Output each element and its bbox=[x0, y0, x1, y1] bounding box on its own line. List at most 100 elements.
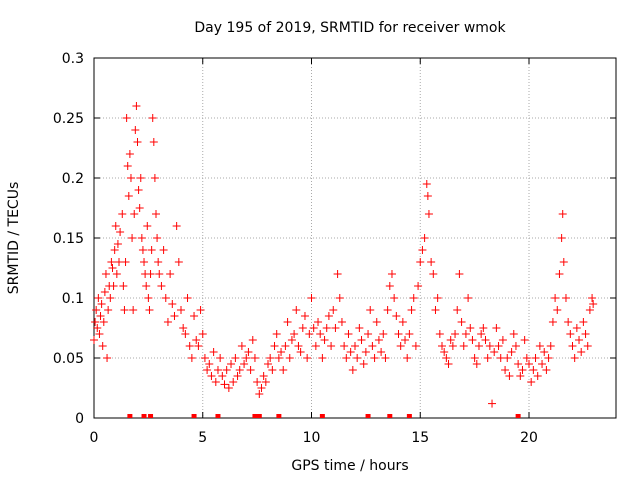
data-point bbox=[309, 324, 318, 332]
data-point bbox=[361, 348, 370, 356]
data-point bbox=[320, 336, 329, 344]
data-point bbox=[344, 330, 353, 338]
data-point bbox=[370, 354, 379, 362]
baseline-mark bbox=[252, 414, 258, 418]
data-point bbox=[248, 336, 257, 344]
data-point bbox=[342, 354, 351, 362]
baseline-mark bbox=[319, 414, 325, 418]
data-point bbox=[147, 246, 156, 254]
data-point bbox=[331, 324, 340, 332]
data-point bbox=[218, 372, 227, 380]
data-point bbox=[477, 330, 486, 338]
data-point bbox=[183, 294, 192, 302]
data-point bbox=[520, 336, 529, 344]
data-point bbox=[216, 354, 225, 362]
data-point bbox=[163, 318, 172, 326]
data-point bbox=[281, 342, 290, 350]
data-point bbox=[134, 186, 143, 194]
data-point bbox=[231, 354, 240, 362]
data-point bbox=[237, 342, 246, 350]
data-point bbox=[451, 330, 460, 338]
data-point bbox=[130, 210, 139, 218]
baseline-mark bbox=[406, 414, 412, 418]
data-point bbox=[429, 270, 438, 278]
data-point bbox=[128, 234, 137, 242]
data-point bbox=[435, 330, 444, 338]
data-point bbox=[558, 210, 567, 218]
data-point bbox=[522, 354, 531, 362]
data-point bbox=[546, 342, 555, 350]
data-point bbox=[143, 222, 152, 230]
data-point bbox=[138, 246, 147, 254]
data-point bbox=[126, 174, 135, 182]
chart-title: Day 195 of 2019, SRMTID for receiver wmo… bbox=[194, 20, 506, 36]
data-point bbox=[483, 354, 492, 362]
x-tick-label: 10 bbox=[303, 430, 321, 446]
data-point bbox=[359, 360, 368, 368]
data-point bbox=[198, 330, 207, 338]
data-point bbox=[150, 174, 159, 182]
data-point bbox=[585, 306, 594, 314]
y-tick-label: 0.15 bbox=[53, 231, 84, 247]
data-point bbox=[213, 366, 222, 374]
data-point bbox=[246, 366, 255, 374]
data-point bbox=[311, 342, 320, 350]
data-point bbox=[268, 366, 277, 374]
data-point bbox=[177, 306, 185, 314]
data-point bbox=[418, 246, 427, 254]
data-point bbox=[368, 342, 377, 350]
data-point bbox=[335, 294, 344, 302]
data-point bbox=[511, 342, 520, 350]
data-point bbox=[132, 102, 141, 110]
y-tick-labels: 0 0.05 0.1 0.15 0.2 0.25 0.3 bbox=[53, 51, 84, 427]
data-point bbox=[106, 294, 115, 302]
data-point bbox=[559, 258, 568, 266]
data-point bbox=[379, 330, 388, 338]
data-point bbox=[179, 324, 188, 332]
data-point bbox=[479, 324, 488, 332]
data-point bbox=[366, 306, 375, 314]
data-point bbox=[145, 306, 154, 314]
data-point bbox=[107, 258, 116, 266]
data-point bbox=[472, 360, 481, 368]
data-point bbox=[340, 342, 349, 350]
data-point bbox=[498, 336, 507, 344]
data-point bbox=[514, 360, 523, 368]
data-point bbox=[120, 306, 129, 314]
data-point bbox=[494, 342, 503, 350]
data-point bbox=[101, 270, 110, 278]
data-point bbox=[566, 330, 575, 338]
data-point bbox=[222, 366, 231, 374]
data-point bbox=[461, 330, 470, 338]
data-point bbox=[203, 366, 212, 374]
data-point bbox=[166, 270, 175, 278]
data-point bbox=[109, 282, 118, 290]
data-point bbox=[444, 360, 453, 368]
data-point bbox=[316, 330, 325, 338]
data-point bbox=[420, 234, 429, 242]
data-point bbox=[122, 114, 131, 122]
data-point bbox=[274, 354, 283, 362]
data-point bbox=[279, 366, 288, 374]
data-point bbox=[588, 294, 597, 302]
data-point bbox=[474, 342, 483, 350]
data-point bbox=[572, 324, 581, 332]
data-point bbox=[266, 354, 275, 362]
data-point bbox=[589, 300, 598, 308]
data-point bbox=[442, 354, 451, 362]
y-tick-label: 0.1 bbox=[62, 291, 84, 307]
data-point bbox=[314, 318, 323, 326]
data-point bbox=[416, 258, 425, 266]
data-point bbox=[123, 162, 132, 170]
data-point bbox=[357, 336, 366, 344]
data-point bbox=[385, 282, 394, 290]
data-point bbox=[93, 324, 102, 332]
y-tick-label: 0 bbox=[75, 411, 84, 427]
data-point bbox=[116, 228, 125, 236]
data-point bbox=[307, 294, 316, 302]
data-point bbox=[140, 258, 149, 266]
data-point bbox=[516, 372, 525, 380]
data-point bbox=[112, 270, 121, 278]
data-point bbox=[187, 354, 196, 362]
data-point bbox=[501, 366, 510, 374]
